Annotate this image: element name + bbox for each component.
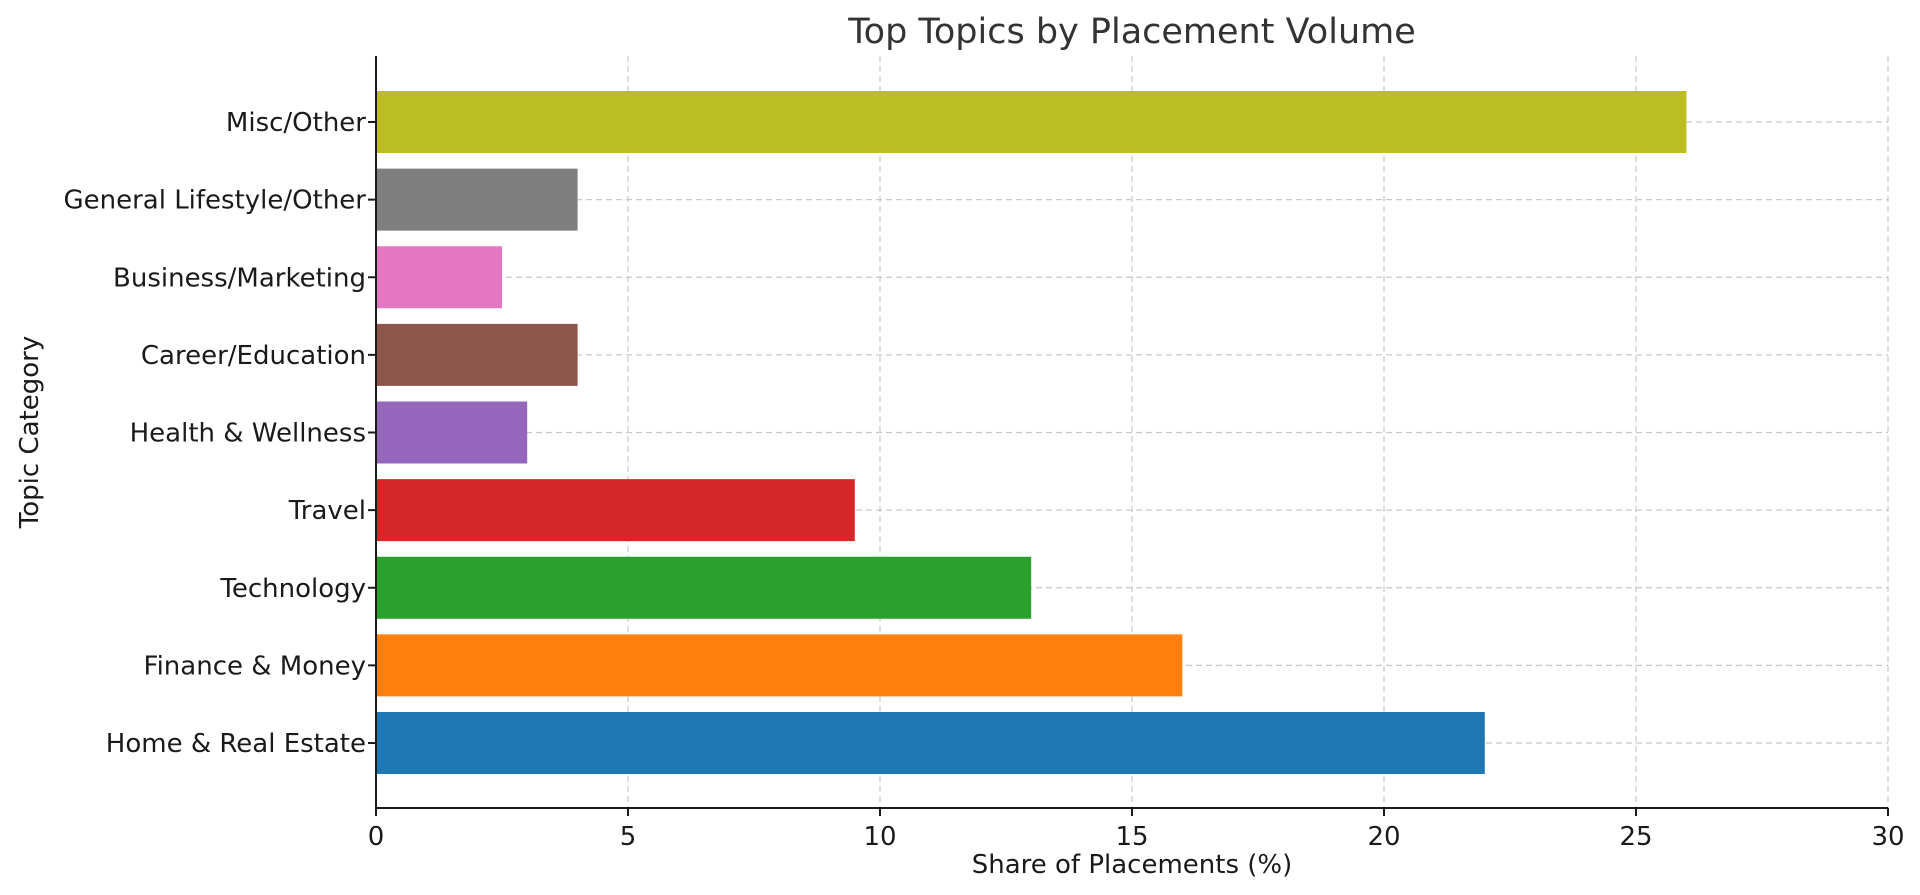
bar — [376, 556, 1032, 619]
x-tick-label: 15 — [1115, 822, 1148, 852]
x-tick-label: 5 — [620, 822, 637, 852]
x-ticks: 0 5 10 15 20 25 30 — [368, 808, 1905, 852]
y-tick-label: Career/Education — [141, 341, 366, 371]
y-tick-label: General Lifestyle/Other — [63, 186, 366, 216]
x-axis-label: Share of Placements (%) — [972, 850, 1293, 880]
x-tick-label: 25 — [1619, 822, 1652, 852]
y-tick-label: Finance & Money — [144, 651, 366, 681]
bar — [376, 246, 502, 309]
y-tick-label: Travel — [288, 496, 366, 526]
y-tick-label: Technology — [219, 574, 366, 604]
y-tick-label: Health & Wellness — [130, 419, 366, 449]
bar — [376, 401, 528, 464]
chart-title: Top Topics by Placement Volume — [847, 12, 1416, 52]
y-tick-label: Misc/Other — [226, 108, 366, 138]
bars — [376, 91, 1687, 774]
bar — [376, 91, 1687, 153]
x-tick-label: 20 — [1367, 822, 1400, 852]
x-tick-label: 0 — [368, 822, 385, 852]
bar — [376, 168, 578, 231]
y-tick-label: Business/Marketing — [113, 263, 366, 293]
x-tick-label: 10 — [863, 822, 896, 852]
x-tick-label: 30 — [1871, 822, 1904, 852]
bar — [376, 323, 578, 386]
bar — [376, 634, 1183, 697]
y-ticks: Home & Real Estate Finance & Money Technol… — [63, 108, 376, 759]
bar — [376, 479, 855, 542]
y-axis-label: Topic Category — [15, 336, 45, 529]
bar — [376, 712, 1485, 774]
y-tick-label: Home & Real Estate — [106, 729, 366, 759]
